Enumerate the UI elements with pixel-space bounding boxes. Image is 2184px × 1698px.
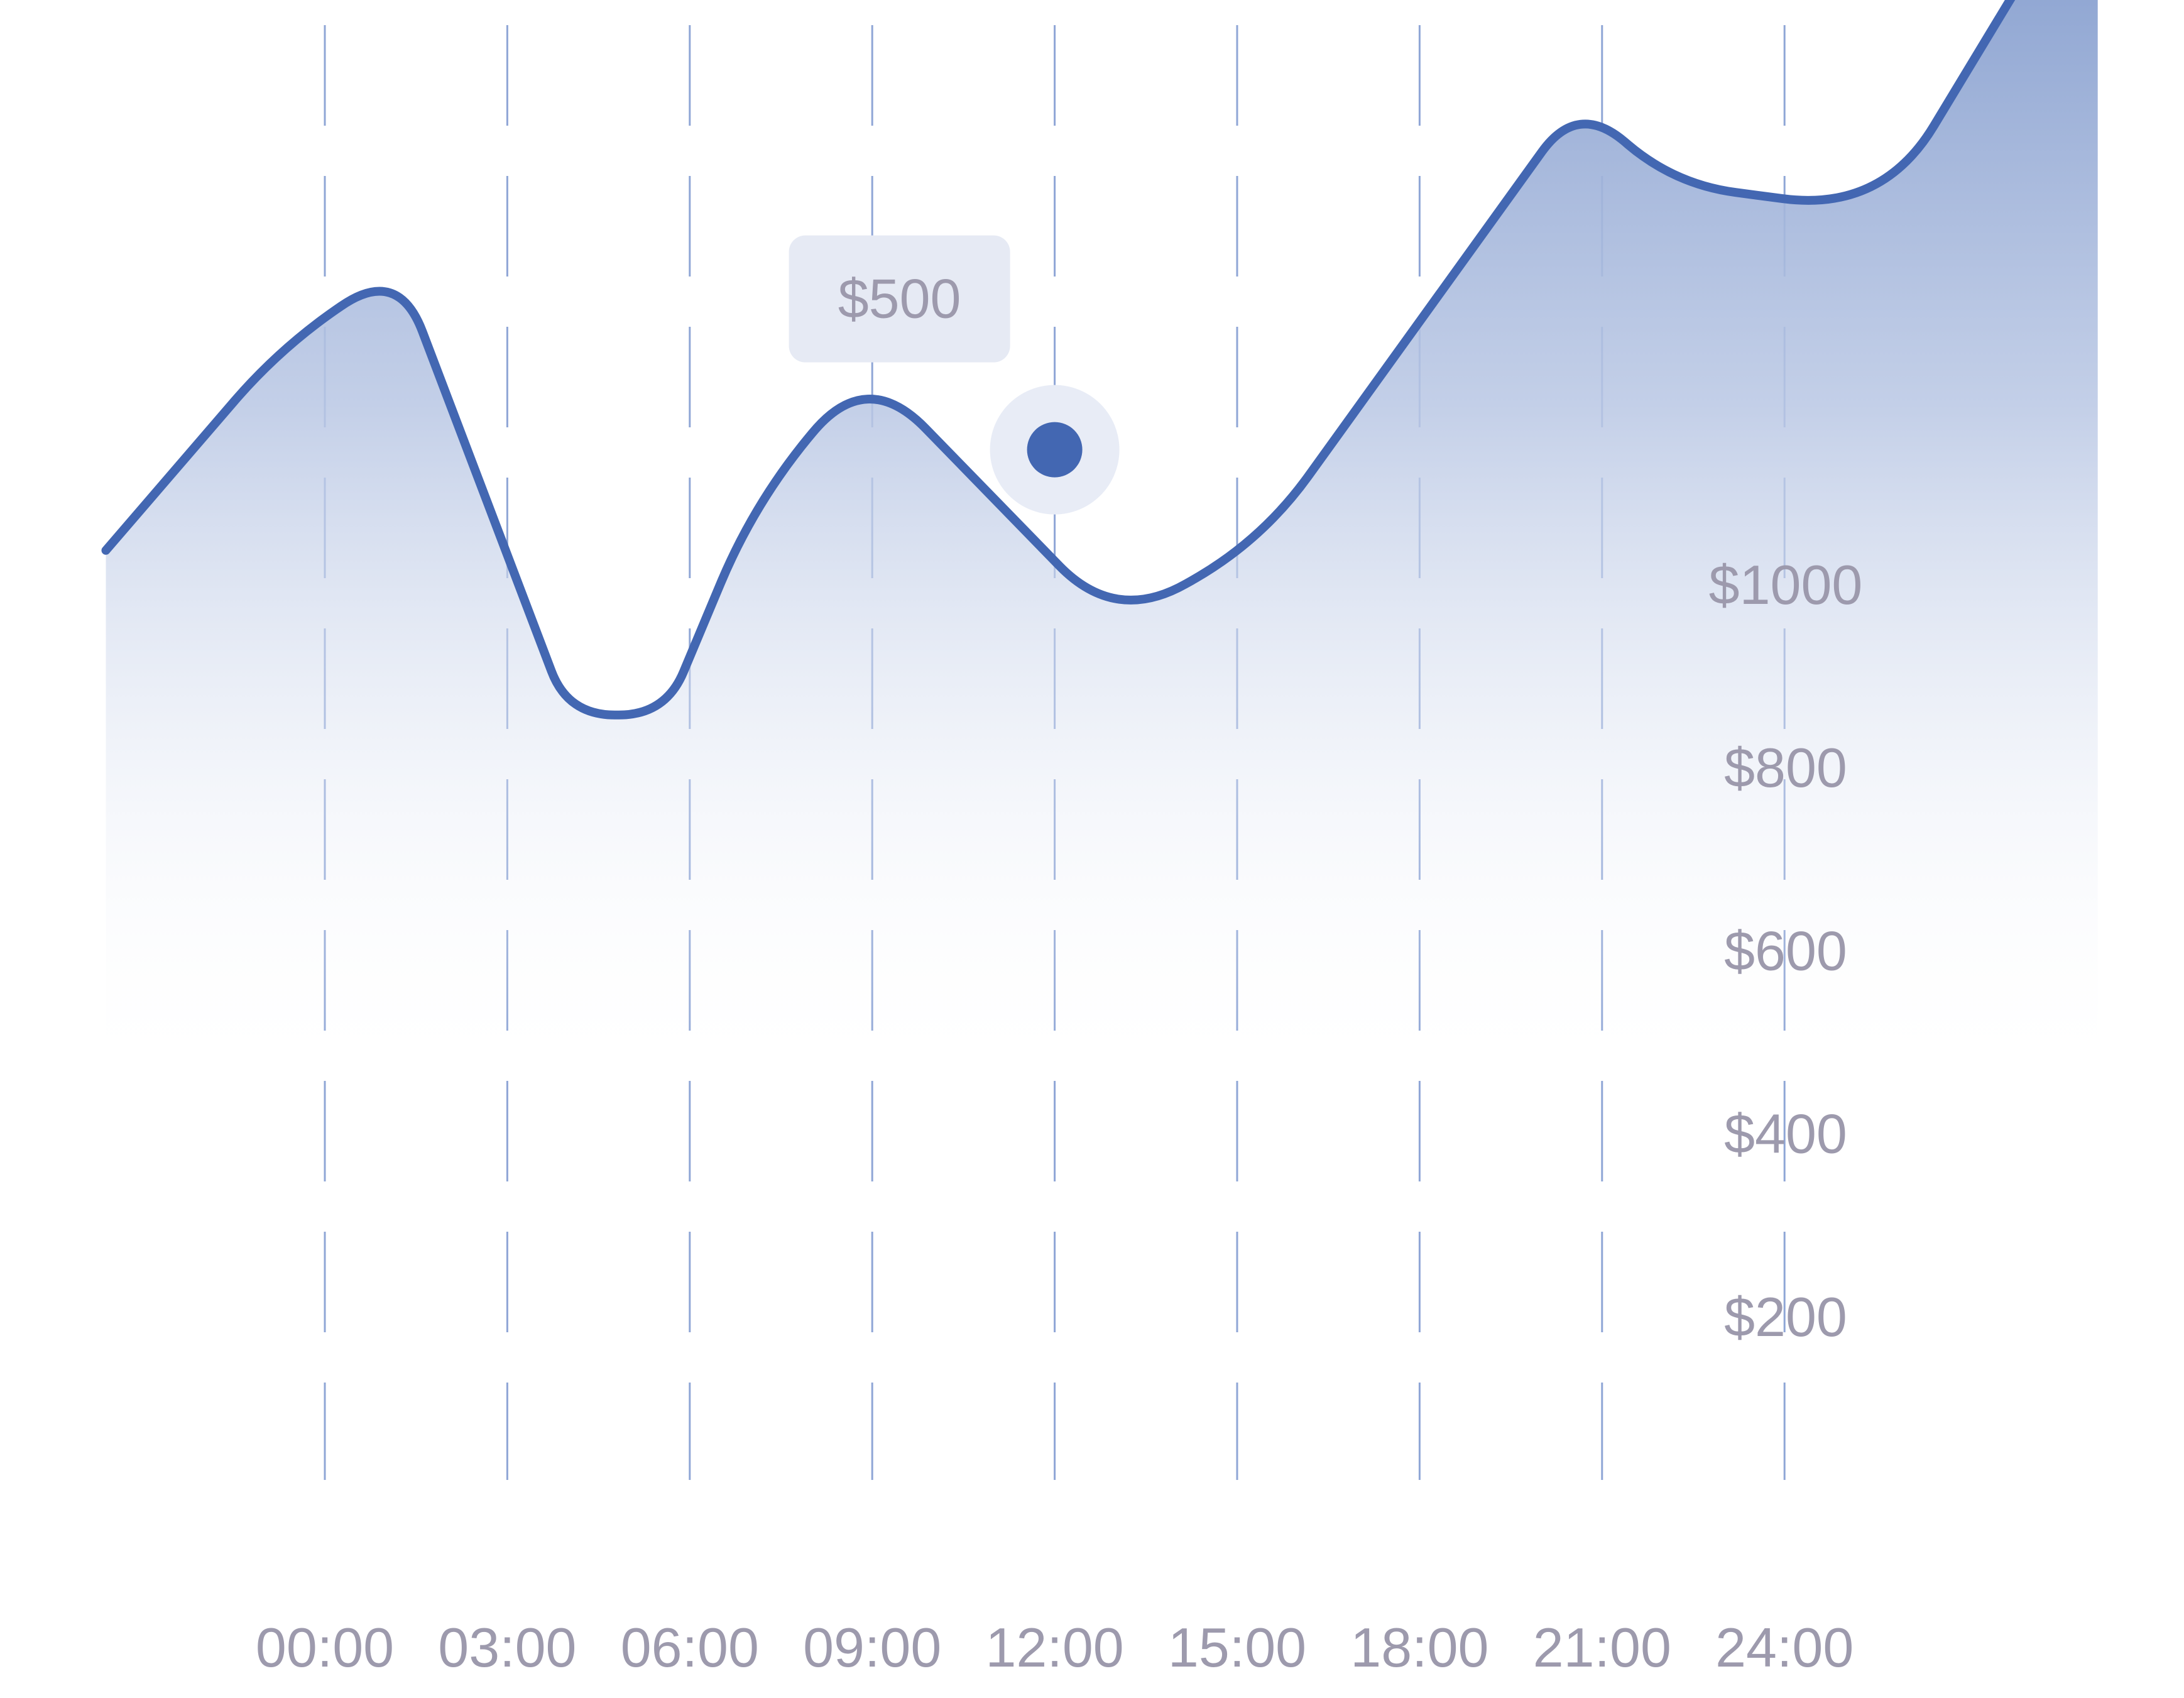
y-tick-label-800: $800 [1724, 737, 1847, 799]
highlight-point[interactable] [1027, 422, 1083, 478]
x-tick-label-0000: 00:00 [256, 1616, 394, 1679]
x-tick-label-0900: 09:00 [803, 1616, 941, 1679]
x-tick-label-1800: 18:00 [1350, 1616, 1488, 1679]
y-tick-label-400: $400 [1724, 1103, 1847, 1165]
x-tick-label-0300: 03:00 [438, 1616, 576, 1679]
x-axis-tick-labels: 00:00 03:00 06:00 09:00 12:00 15:00 18:00 21:00… [256, 1616, 1854, 1679]
tooltip-box [789, 235, 1010, 363]
x-tick-label-2100: 21:00 [1533, 1616, 1671, 1679]
x-tick-label-1200: 12:00 [985, 1616, 1123, 1679]
area-fill-layer [106, 0, 2098, 1084]
x-tick-label-0600: 06:00 [621, 1616, 759, 1679]
crosshair [1052, 446, 2184, 1574]
x-tick-label-1500: 15:00 [1168, 1616, 1306, 1679]
highlight-marker[interactable] [990, 385, 1120, 515]
area-fill [106, 0, 2098, 1084]
y-tick-label-200: $200 [1724, 1286, 1847, 1348]
tooltip-value: $500 [838, 268, 961, 330]
series-line-value [101, 0, 2016, 720]
tooltip: $500 [789, 235, 1010, 363]
series-line-layer [101, 0, 2016, 720]
y-axis-tick-labels: $1000 $800 $600 $400 $200 [1709, 554, 1863, 1348]
x-tick-label-2400: 24:00 [1715, 1616, 1854, 1679]
y-tick-label-1000: $1000 [1709, 554, 1863, 616]
y-tick-label-600: $600 [1724, 919, 1847, 982]
